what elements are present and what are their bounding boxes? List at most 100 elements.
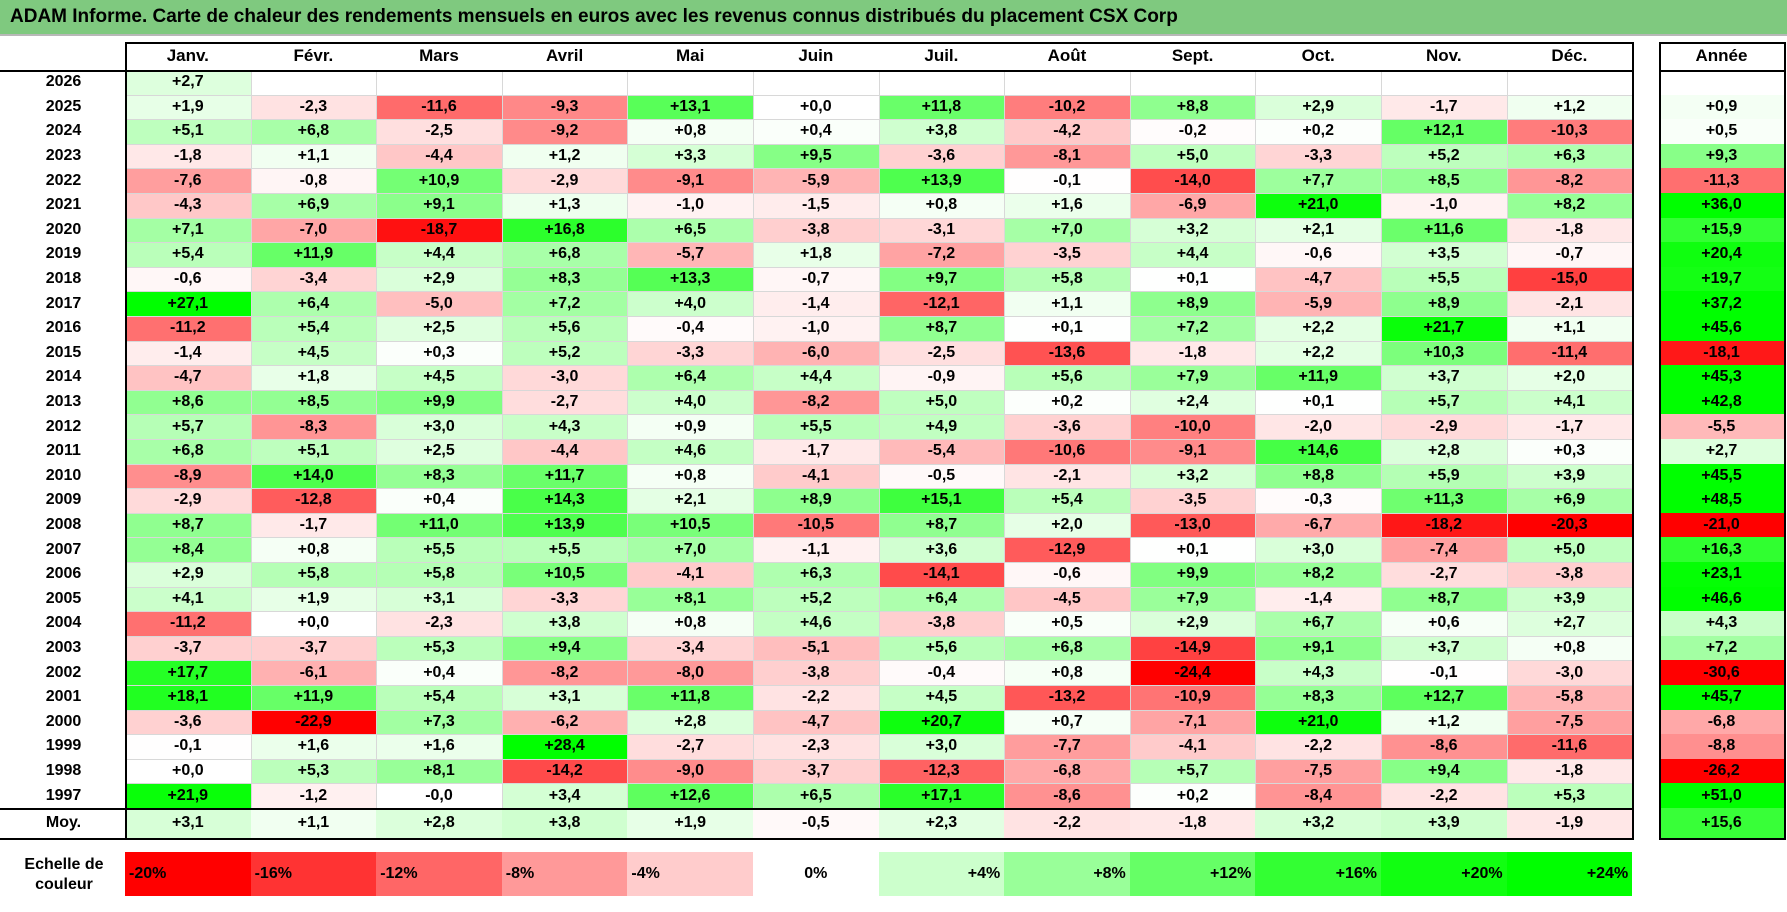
heatmap-cell: +2,5 (376, 439, 502, 464)
heatmap-cell: -2,5 (376, 119, 502, 144)
heatmap-cell: -3,6 (878, 143, 1005, 169)
heatmap-cell: +1,2 (1381, 709, 1507, 735)
heatmap-cell: -1,4 (125, 340, 251, 366)
average-cell: +1,1 (250, 808, 377, 838)
annual-cell: +0,5 (1659, 119, 1784, 144)
heatmap-cell: -0,1 (125, 734, 251, 759)
heatmap-cell: +11,0 (376, 512, 502, 538)
heatmap-cell: +3,1 (501, 685, 628, 710)
heatmap-cell: +3,6 (878, 537, 1005, 562)
heatmap-cell: +0,9 (627, 414, 753, 439)
heatmap-cell: -2,1 (1506, 291, 1633, 316)
heatmap-cell: -12,1 (878, 291, 1005, 316)
annual-cell: -8,8 (1659, 734, 1784, 759)
annual-cell (1659, 70, 1784, 95)
heatmap-cell: +2,9 (376, 266, 502, 292)
heatmap-cell: +8,3 (1255, 685, 1381, 710)
heatmap-cell: +8,7 (878, 316, 1005, 341)
heatmap-cell (1381, 70, 1507, 95)
year-label: 2012 (45, 417, 82, 435)
heatmap-cell: +1,1 (1004, 291, 1130, 316)
heatmap-cell: +11,3 (1381, 488, 1507, 513)
year-label: 2018 (45, 270, 82, 288)
heatmap-cell: +4,1 (125, 586, 251, 612)
heatmap-cell: +0,1 (1255, 389, 1381, 415)
annual-cell: +15,9 (1659, 217, 1784, 243)
annual-cell: +20,4 (1659, 242, 1784, 267)
heatmap-cell: +5,1 (250, 439, 377, 464)
month-header: Juil. (924, 46, 959, 65)
heatmap-cell: -1,0 (627, 193, 753, 218)
heatmap-cell: +14,0 (250, 463, 377, 489)
heatmap-cell: +5,4 (376, 685, 502, 710)
heatmap-cell: +5,7 (1129, 758, 1256, 784)
heatmap-cell: -6,2 (501, 709, 628, 735)
annual-cell: +2,7 (1659, 439, 1784, 464)
heatmap-cell: -8,6 (1004, 783, 1130, 808)
month-header: Févr. (293, 46, 334, 65)
heatmap-cell: -4,2 (1004, 119, 1130, 144)
border-bottom (0, 838, 1635, 840)
grid-vline (376, 70, 378, 808)
heatmap-cell: -1,0 (753, 316, 879, 341)
heatmap-cell: +11,6 (1381, 217, 1507, 243)
heatmap-cell: +13,9 (878, 168, 1005, 193)
annual-cell: -21,0 (1659, 512, 1784, 538)
heatmap-cell: +5,5 (1381, 266, 1507, 292)
heatmap-cell: -3,6 (125, 709, 251, 735)
heatmap-cell: +7,2 (1129, 316, 1256, 341)
heatmap-cell: -2,3 (250, 94, 377, 120)
heatmap-cell: -8,0 (627, 660, 753, 685)
year-label: 2006 (45, 565, 82, 583)
heatmap-cell: +5,7 (1381, 389, 1507, 415)
heatmap-cell: +0,8 (878, 193, 1005, 218)
average-cell: +2,8 (376, 808, 502, 838)
month-header: Mai (676, 46, 705, 65)
annual-cell: +42,8 (1659, 389, 1784, 415)
heatmap-cell: +8,7 (878, 512, 1005, 538)
heatmap-cell: -1,5 (753, 193, 879, 218)
heatmap-cell: +11,9 (250, 685, 377, 710)
heatmap-cell: -0,4 (627, 316, 753, 341)
heatmap-cell: -10,6 (1004, 439, 1130, 464)
year-label: 2023 (45, 147, 82, 165)
heatmap-cell: -10,0 (1129, 414, 1256, 439)
heatmap-cell: +9,9 (1129, 562, 1256, 587)
heatmap-cell: -1,8 (1129, 340, 1256, 366)
annual-border-bottom (1659, 838, 1786, 840)
month-header: Juin (798, 46, 834, 65)
heatmap-cell: +11,9 (1255, 365, 1381, 390)
heatmap-cell: -8,2 (753, 389, 879, 415)
heatmap-cell: +3,3 (627, 143, 753, 169)
grid-vline (1506, 70, 1508, 808)
heatmap-cell: +0,8 (627, 611, 753, 636)
heatmap-cell: -3,5 (1004, 242, 1130, 267)
border-average-top (0, 808, 1635, 810)
year-label: 2009 (45, 491, 82, 509)
year-label: 2025 (45, 97, 82, 115)
heatmap-cell: +2,9 (1255, 94, 1381, 120)
average-cell: +1,9 (627, 808, 753, 838)
heatmap-cell: -0,6 (1255, 242, 1381, 267)
heatmap-cell: +4,4 (376, 242, 502, 267)
heatmap-cell: +5,5 (753, 414, 879, 439)
year-label: 2003 (45, 639, 82, 657)
heatmap-cell: +5,7 (125, 414, 251, 439)
heatmap-cell (1255, 70, 1381, 95)
heatmap-cell: +0,2 (1255, 119, 1381, 144)
average-cell: +2,3 (878, 808, 1005, 838)
heatmap-cell: +7,0 (627, 537, 753, 562)
color-scale-stop: -4% (627, 852, 753, 896)
heatmap-cell: -20,3 (1506, 512, 1633, 538)
heatmap-cell: -7,5 (1255, 758, 1381, 784)
heatmap-cell: +5,3 (1506, 783, 1633, 808)
heatmap-cell: +5,6 (1004, 365, 1130, 390)
year-label: 2021 (45, 196, 82, 214)
heatmap-cell: +6,8 (250, 119, 377, 144)
average-cell: -0,5 (753, 808, 879, 838)
heatmap-cell: -8,6 (1381, 734, 1507, 759)
heatmap-cell: -0,3 (1255, 488, 1381, 513)
heatmap-cell: -4,1 (1129, 734, 1256, 759)
heatmap-cell: +0,4 (376, 488, 502, 513)
heatmap-cell: +9,7 (878, 266, 1005, 292)
